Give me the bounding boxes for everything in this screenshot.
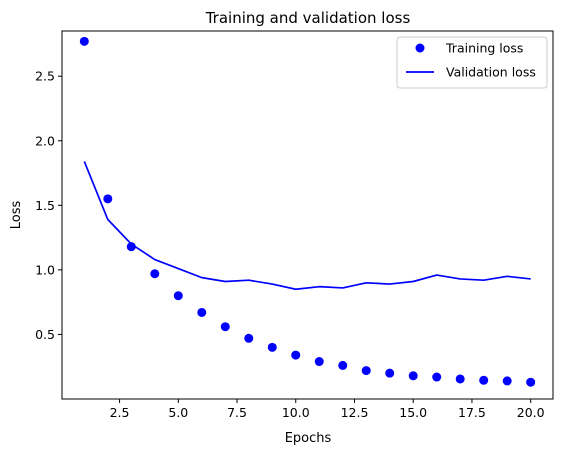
x-tick-label: 2.5 <box>110 405 130 420</box>
y-tick-label: 1.5 <box>35 198 55 213</box>
training-loss-point <box>173 291 183 301</box>
y-tick-label: 0.5 <box>35 327 55 342</box>
plot-area <box>79 36 536 387</box>
training-loss-point <box>103 194 113 204</box>
legend-training-label: Training loss <box>445 41 523 56</box>
x-tick-label: 10.0 <box>282 405 310 420</box>
x-tick-label: 20.0 <box>517 405 545 420</box>
training-loss-point <box>502 376 512 386</box>
training-loss-point <box>150 269 160 279</box>
x-axis-label: Epochs <box>285 431 332 446</box>
training-loss-point <box>408 371 418 381</box>
x-tick-label: 12.5 <box>341 405 369 420</box>
legend-validation-label: Validation loss <box>446 65 536 80</box>
x-tick-label: 15.0 <box>399 405 427 420</box>
x-tick-label: 7.5 <box>227 405 247 420</box>
training-loss-point <box>244 333 254 343</box>
plot-frame <box>61 30 554 400</box>
training-loss-point <box>361 366 371 376</box>
legend: Training loss Validation loss <box>396 36 548 89</box>
legend-box <box>396 36 548 89</box>
training-loss-point <box>291 350 301 360</box>
training-loss-point <box>79 36 89 46</box>
validation-loss-line <box>83 161 531 291</box>
training-loss-point <box>126 242 136 252</box>
y-axis-label: Loss <box>9 201 24 230</box>
x-tick-label: 5.0 <box>168 405 188 420</box>
training-loss-point <box>197 307 207 317</box>
x-tick-label: 17.5 <box>458 405 486 420</box>
y-tick-label: 2.5 <box>35 69 55 84</box>
y-tick-label: 2.0 <box>35 133 55 148</box>
training-loss-point <box>479 375 489 385</box>
training-loss-point <box>338 360 348 370</box>
training-loss-point <box>267 342 277 352</box>
training-loss-point <box>526 377 536 387</box>
training-loss-point <box>314 357 324 367</box>
legend-training-marker <box>415 43 425 53</box>
training-loss-point <box>220 322 230 332</box>
axis-ticks: 2.5 5.0 7.5 10.0 12.5 15.0 17.5 20.0 0.5 1.0 1.5 2.… <box>35 69 545 420</box>
training-loss-point <box>455 374 465 384</box>
training-loss-point <box>385 368 395 378</box>
chart-title: Training and validation loss <box>205 9 411 27</box>
training-loss-point <box>432 372 442 382</box>
y-tick-label: 1.0 <box>35 262 55 277</box>
